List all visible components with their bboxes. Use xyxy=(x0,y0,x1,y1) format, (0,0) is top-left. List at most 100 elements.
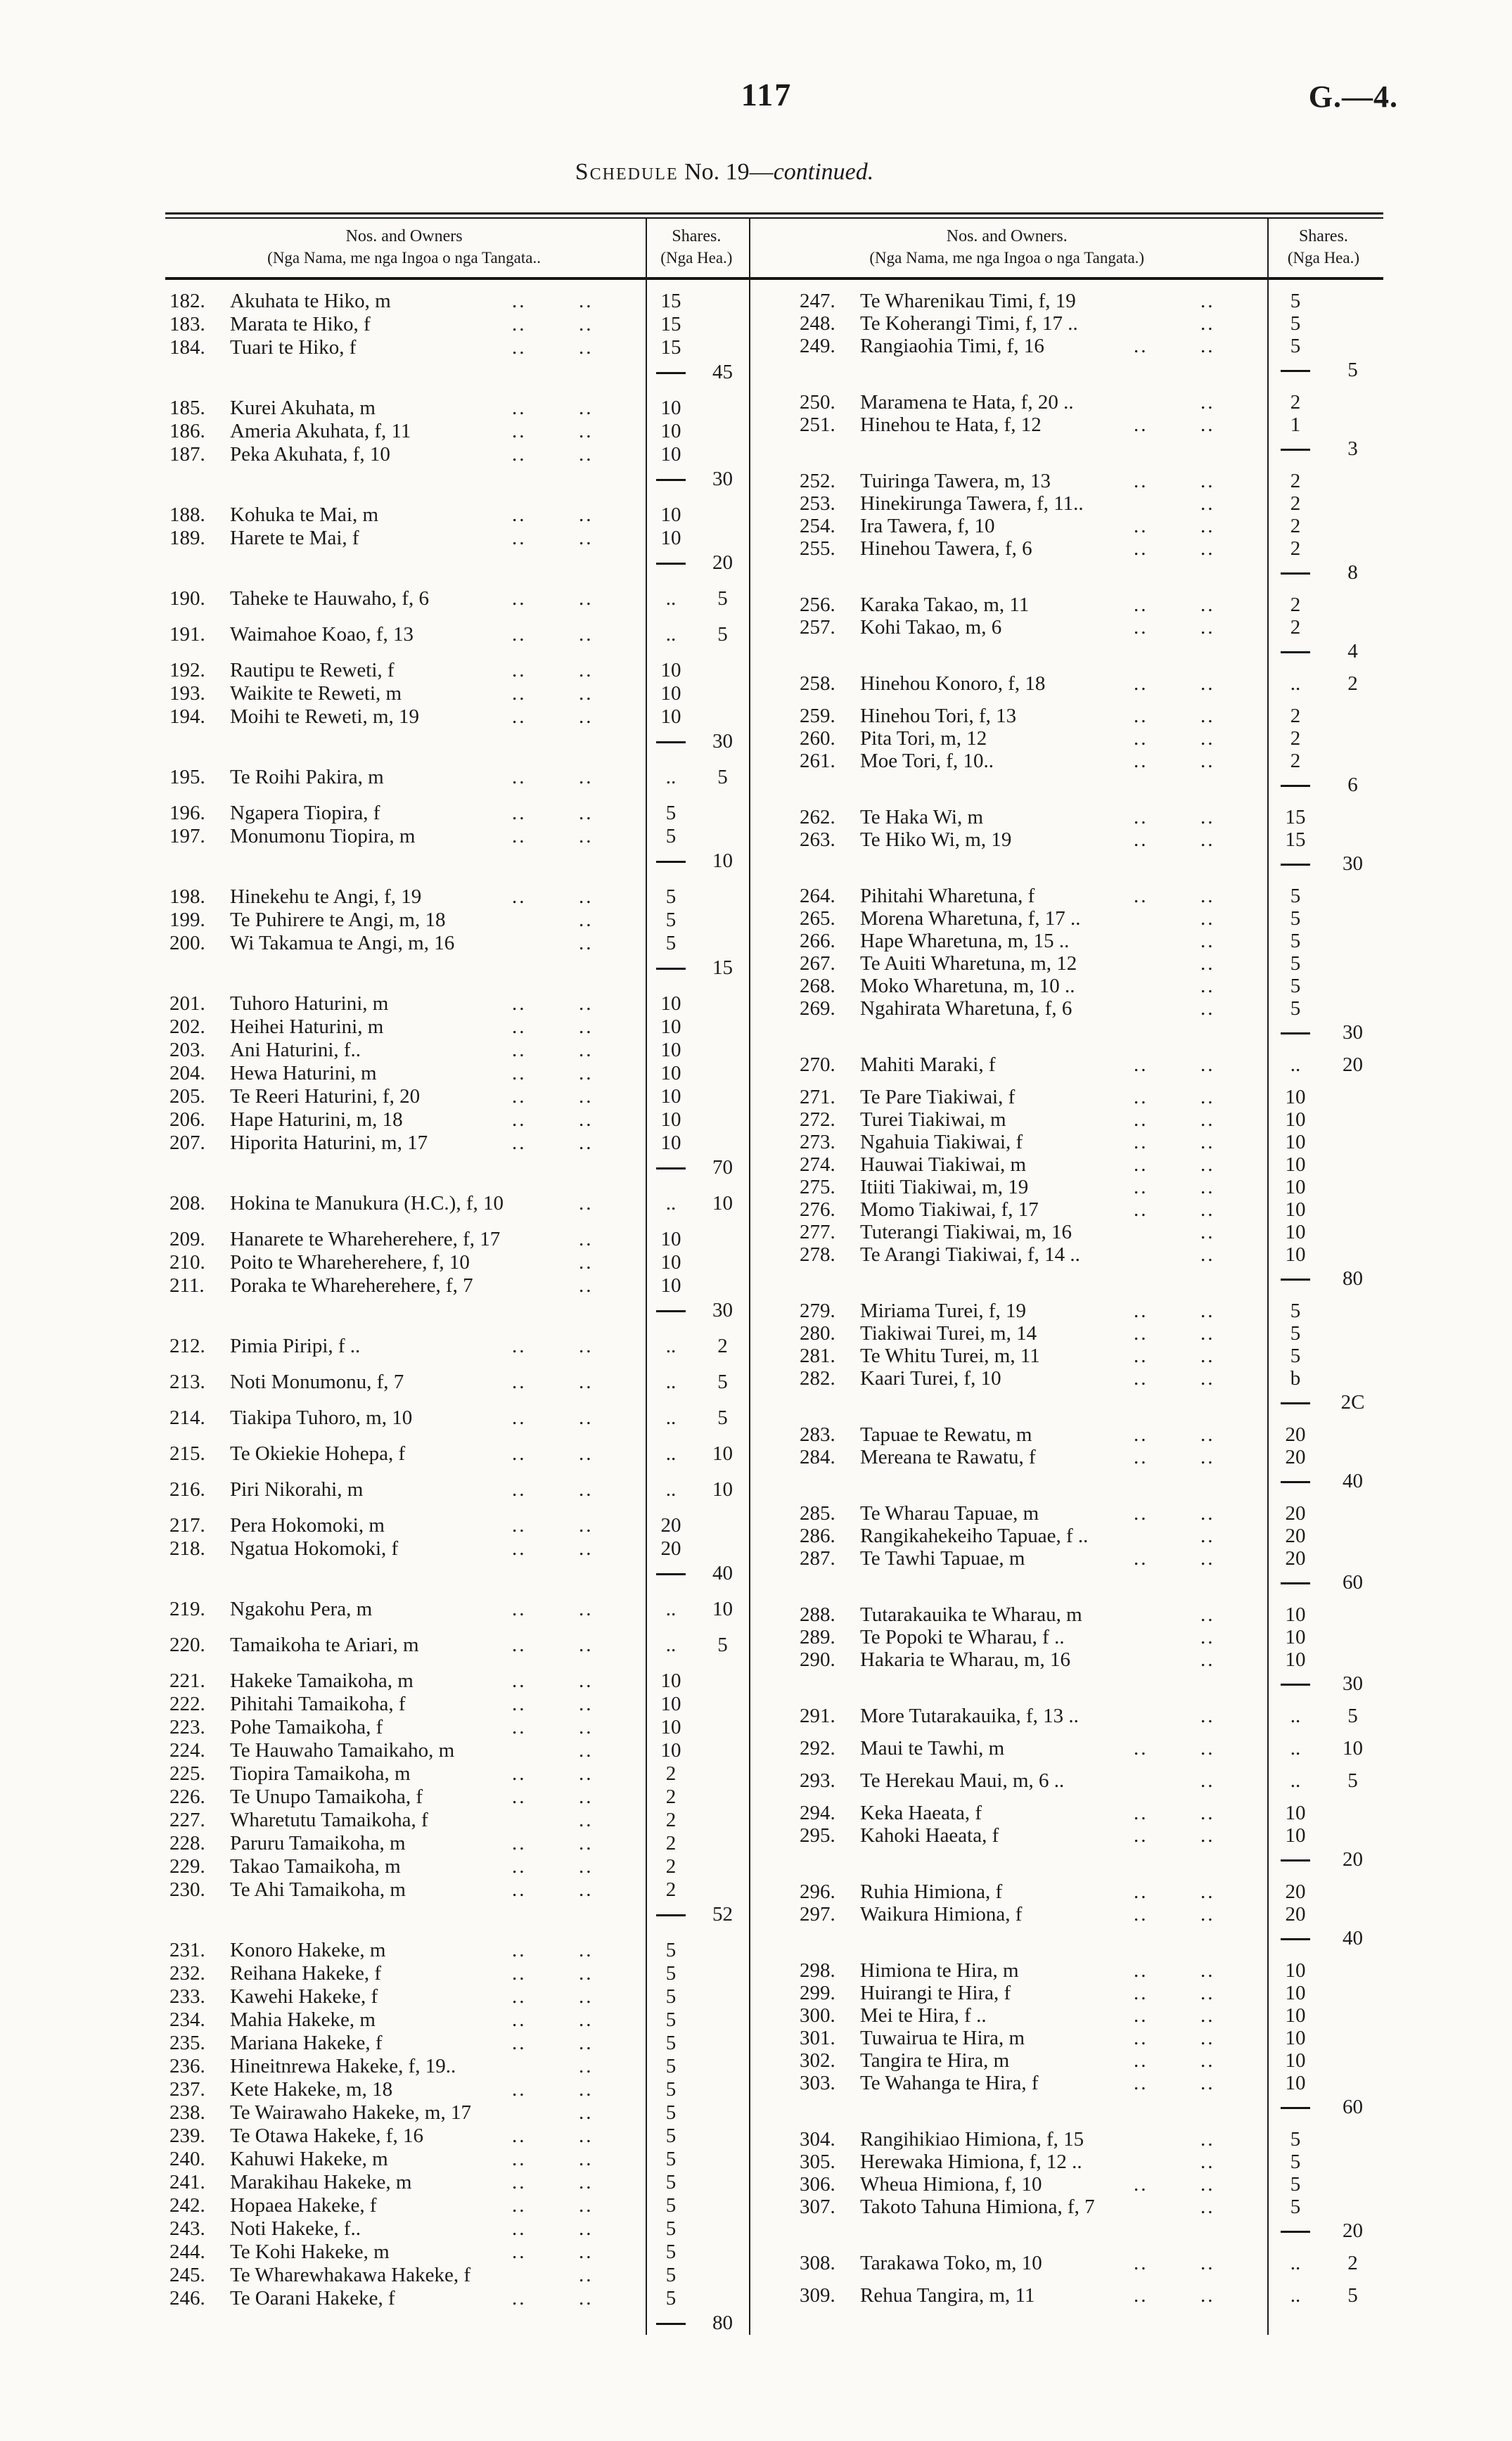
share-value: .. xyxy=(1290,1053,1301,1077)
share-value: 2 xyxy=(1290,750,1301,773)
table-row: 202. Heihei Haturini, m.... 10 xyxy=(165,1016,749,1039)
leader-dots: .. xyxy=(579,1407,594,1430)
share-value: 5 xyxy=(665,2264,677,2287)
subtotal-row: 30 xyxy=(165,468,749,491)
leader-dots: .. xyxy=(1200,1626,1215,1649)
leader-dots: .. xyxy=(1134,1737,1148,1760)
owner-name: Takoto Tahuna Himiona, f, 7 xyxy=(860,2196,1095,2219)
owner-name: Kahuwi Hakeke, m xyxy=(230,2148,388,2171)
owner-name: Pihitahi Tamaikoha, f xyxy=(230,1693,406,1716)
table-row: 241. Marakihau Hakeke, m.... 5 xyxy=(165,2171,749,2194)
share-value: 5 xyxy=(665,802,677,825)
share-value: 5 xyxy=(665,2287,677,2310)
leader-dots: .. xyxy=(512,1514,527,1537)
sum-dash xyxy=(1281,1684,1310,1686)
entry-number: 186. xyxy=(169,420,205,443)
entry-number: 224. xyxy=(169,1739,205,1762)
sum-dash xyxy=(656,861,686,864)
sum-dash xyxy=(1281,2107,1310,2110)
header-owners-right-mi: (Nga Nama, me nga Ingoa o nga Tangata.) xyxy=(869,249,1145,267)
subtotal-row: 30 xyxy=(165,1299,749,1322)
leader-dots: .. xyxy=(1134,414,1148,437)
leader-dots: .. xyxy=(1200,1502,1215,1525)
table-row: 242. Hopaea Hakeke, f.... 5 xyxy=(165,2194,749,2217)
table-row: 260. Pita Tori, m, 12.... 2 xyxy=(749,727,1382,750)
header-shares-left-en: Shares. xyxy=(672,227,722,245)
share-value: .. xyxy=(665,1442,677,1466)
sum-dash xyxy=(656,741,686,744)
owner-name: Hiporita Haturini, m, 17 xyxy=(230,1132,428,1155)
table-row: 197. Monumonu Tiopira, m.... 5 xyxy=(165,825,749,848)
leader-dots: .. xyxy=(512,623,527,646)
entry-number: 267. xyxy=(800,952,835,975)
leader-dots: .. xyxy=(579,420,594,443)
subtotal-row: 40 xyxy=(749,1470,1382,1492)
owner-name: Hineitnrewa Hakeke, f, 19.. xyxy=(230,2055,456,2078)
share-subtotal: 2 xyxy=(1347,2252,1358,2275)
owner-name: Waikite te Reweti, m xyxy=(230,682,402,705)
entry-number: 247. xyxy=(800,290,835,313)
share-value: 10 xyxy=(660,682,681,705)
owner-name: Ngahuia Tiakiwai, f xyxy=(860,1131,1023,1154)
table-row: 227. Wharetutu Tamaikoha, f.. 2 xyxy=(165,1809,749,1832)
entry-number: 192. xyxy=(169,659,205,682)
leader-dots: .. xyxy=(1134,335,1148,358)
share-value: .. xyxy=(665,1335,677,1358)
table-row: 268. Moko Wharetuna, m, 10 .... 5 xyxy=(749,975,1382,997)
share-value: .. xyxy=(665,1598,677,1621)
table-row: 307. Takoto Tahuna Himiona, f, 7.. 5 xyxy=(749,2196,1382,2218)
subtotal-row: 40 xyxy=(165,1562,749,1585)
owner-name: Hinekirunga Tawera, f, 11.. xyxy=(860,492,1084,515)
entry-number: 265. xyxy=(800,907,835,930)
share-value: 20 xyxy=(1285,1502,1306,1525)
share-value: 10 xyxy=(660,1108,681,1132)
owner-name: Hinehou Tawera, f, 6 xyxy=(860,537,1032,560)
entry-number: 185. xyxy=(169,397,205,420)
share-value: .. xyxy=(1290,1705,1301,1728)
share-value: 20 xyxy=(1285,1903,1306,1926)
table-row: 252. Tuiringa Tawera, m, 13.... 2 xyxy=(749,470,1382,492)
leader-dots: .. xyxy=(1134,1198,1148,1222)
entry-number: 203. xyxy=(169,1039,205,1062)
leader-dots: .. xyxy=(512,1016,527,1039)
leader-dots: .. xyxy=(1200,1221,1215,1244)
table-row: 217. Pera Hokomoki, m.... 20 xyxy=(165,1514,749,1537)
leader-dots: .. xyxy=(512,766,527,789)
share-subtotal: 20 xyxy=(712,551,733,575)
owner-name: Hakeke Tamaikoha, m xyxy=(230,1670,414,1693)
share-subtotal: 5 xyxy=(717,1407,728,1430)
entry-number: 214. xyxy=(169,1407,205,1430)
share-value: 10 xyxy=(660,1062,681,1085)
share-value: 5 xyxy=(665,2148,677,2171)
owner-name: Pihitahi Wharetuna, f xyxy=(860,885,1035,908)
table-row: 188. Kohuka te Mai, m.... 10 xyxy=(165,504,749,527)
owner-name: Hinehou Tori, f, 13 xyxy=(860,705,1017,728)
sum-dash xyxy=(656,1310,686,1313)
share-value xyxy=(646,730,696,753)
owner-name: Hinehou Konoro, f, 18 xyxy=(860,672,1046,696)
leader-dots: .. xyxy=(512,587,527,610)
entry-number: 257. xyxy=(800,616,835,639)
entry-number: 305. xyxy=(800,2151,835,2174)
share-subtotal: 5 xyxy=(1347,359,1358,382)
share-value: 5 xyxy=(665,2055,677,2078)
schedule-title-word: Schedule xyxy=(575,159,679,185)
leader-dots: .. xyxy=(1200,2072,1215,2095)
share-value: 10 xyxy=(1285,1086,1306,1109)
owner-name: Moihi te Reweti, m, 19 xyxy=(230,705,420,729)
entry-number: 244. xyxy=(169,2241,205,2264)
table-row: 239. Te Otawa Hakeke, f, 16.... 5 xyxy=(165,2125,749,2148)
table-row: 302. Tangira te Hira, m.... 10 xyxy=(749,2049,1382,2072)
entry-number: 219. xyxy=(169,1598,205,1621)
leader-dots: .. xyxy=(512,443,527,466)
share-value: 2 xyxy=(1290,537,1301,560)
table-row: 203. Ani Haturini, f...... 10 xyxy=(165,1039,749,1062)
leader-dots: .. xyxy=(1134,1153,1148,1177)
subtotal-row: 80 xyxy=(165,2312,749,2335)
leader-dots: .. xyxy=(1200,335,1215,358)
leader-dots: .. xyxy=(579,1274,594,1298)
subtotal-row: 30 xyxy=(165,730,749,753)
leader-dots: .. xyxy=(579,1478,594,1501)
share-subtotal: 8 xyxy=(1347,561,1358,584)
leader-dots: .. xyxy=(1200,1086,1215,1109)
